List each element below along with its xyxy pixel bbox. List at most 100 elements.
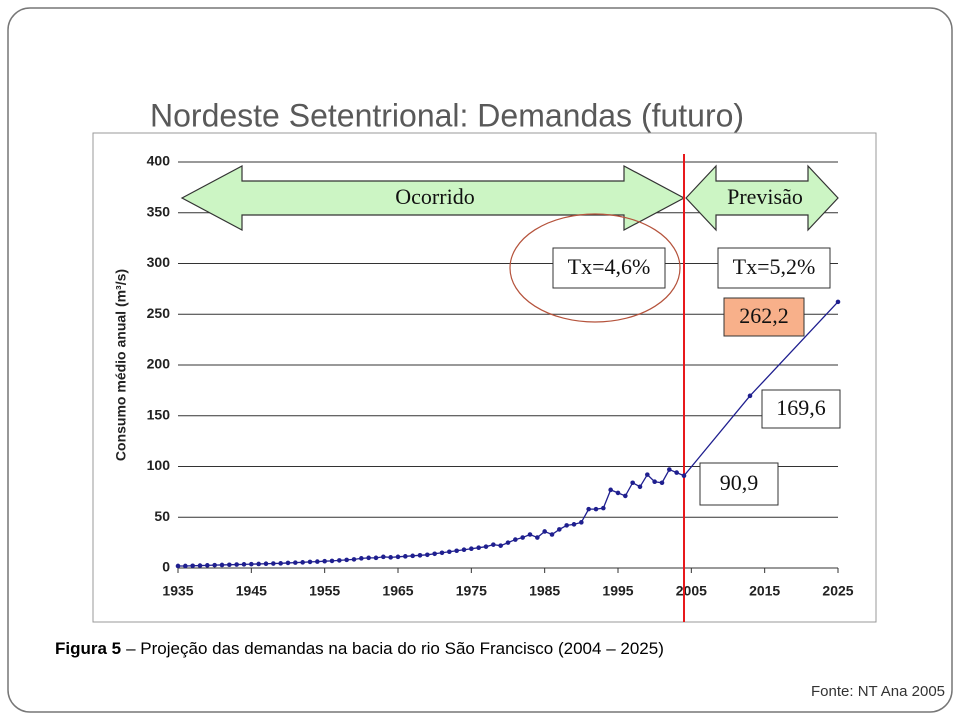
data-point [278, 561, 283, 566]
data-point [645, 472, 650, 477]
y-tick-label: 250 [147, 305, 171, 321]
data-point [579, 520, 584, 525]
data-point [183, 563, 188, 569]
data-point [322, 558, 327, 564]
data-point [630, 480, 635, 486]
data-point [461, 547, 467, 553]
y-tick-label: 100 [147, 457, 171, 473]
data-point [586, 506, 591, 512]
data-label: 169,6 [776, 395, 826, 420]
data-point [747, 393, 753, 399]
x-tick-label: 1995 [602, 583, 633, 599]
data-point [307, 559, 313, 565]
source: Fonte: NT Ana 2005 [811, 683, 945, 700]
data-point [601, 505, 606, 511]
data-point [381, 554, 386, 560]
data-point [175, 563, 181, 569]
data-point [337, 558, 342, 563]
data-label: 90,9 [720, 470, 759, 495]
data-point [351, 557, 357, 562]
y-axis-label: Consumo médio anual (m³/s) [113, 269, 129, 461]
data-point [219, 562, 225, 568]
data-point [491, 542, 496, 547]
data-point [344, 557, 349, 563]
data-point [674, 470, 679, 475]
y-tick-label: 400 [147, 153, 171, 169]
data-point [513, 537, 518, 542]
data-label: 262,2 [739, 303, 789, 328]
y-tick-label: 350 [147, 203, 171, 219]
data-point [527, 532, 533, 537]
slide-title: Nordeste Setentrional: Demandas (futuro) [150, 97, 744, 133]
data-point [535, 535, 540, 540]
future-arrow [685, 164, 839, 232]
data-label-box [699, 462, 779, 506]
data-point [359, 556, 364, 561]
data-point [205, 563, 210, 568]
data-point [549, 532, 555, 537]
data-point [681, 473, 687, 479]
data-point [403, 554, 408, 559]
data-point [564, 523, 569, 528]
data-point [395, 554, 401, 560]
data-point [498, 543, 503, 548]
data-point [300, 560, 305, 565]
data-point [667, 467, 672, 472]
data-point [432, 551, 437, 557]
data-point [366, 555, 371, 561]
y-tick-label: 0 [162, 559, 170, 575]
data-point [476, 545, 481, 550]
caption: Figura 5 – Projeção das demandas na bacia… [55, 639, 664, 658]
data-point [623, 493, 628, 499]
x-tick-label: 1955 [309, 583, 340, 599]
x-tick-label: 2015 [749, 583, 780, 599]
data-point [234, 562, 239, 567]
highlight-ellipse [509, 213, 681, 323]
data-point [608, 487, 613, 493]
rate-past-box [552, 247, 666, 289]
data-point [410, 553, 415, 559]
y-tick-label: 300 [147, 254, 171, 270]
data-point [439, 550, 445, 556]
data-point [271, 561, 276, 566]
data-point [637, 484, 643, 490]
data-point [557, 527, 562, 532]
x-tick-label: 2025 [822, 583, 853, 599]
future-label: Previsão [727, 184, 803, 209]
data-point [571, 522, 577, 527]
data-point [447, 549, 452, 555]
x-tick-label: 2005 [676, 583, 707, 599]
data-point [593, 506, 599, 512]
y-tick-label: 200 [147, 356, 171, 372]
rate-future: Tx=5,2% [733, 254, 816, 279]
data-point [388, 555, 393, 560]
rate-past: Tx=4,6% [568, 254, 651, 279]
data-point [505, 540, 511, 545]
data-point [425, 552, 430, 558]
y-tick-label: 150 [147, 406, 171, 422]
data-point [315, 559, 320, 564]
data-point [197, 563, 203, 568]
data-point [483, 544, 489, 549]
data-point [417, 553, 423, 558]
data-point [190, 563, 195, 569]
data-point [285, 560, 291, 566]
data-point [615, 490, 621, 496]
y-tick-label: 50 [154, 508, 170, 524]
caption-text: – Projeção das demandas na bacia do rio … [126, 639, 664, 658]
data-point [293, 560, 298, 565]
data-point [329, 558, 335, 564]
data-point [542, 529, 547, 534]
data-point [652, 479, 657, 485]
data-point [520, 535, 525, 540]
data-point [835, 299, 841, 305]
data-point [263, 561, 269, 567]
data-point [454, 548, 459, 554]
x-tick-label: 1935 [162, 583, 193, 599]
data-point [659, 480, 665, 486]
caption-label: Figura 5 [55, 639, 121, 658]
x-tick-label: 1985 [529, 583, 560, 599]
data-point [212, 562, 217, 568]
data-point [249, 561, 254, 567]
